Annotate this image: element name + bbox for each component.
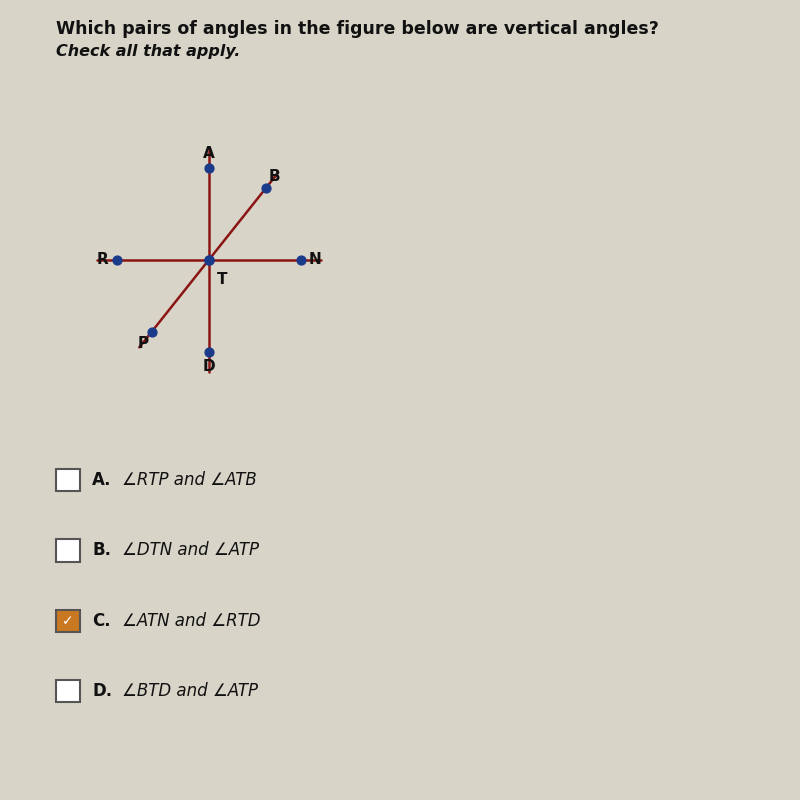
Text: D.: D. <box>92 682 112 700</box>
Point <box>145 326 158 338</box>
Text: Check all that apply.: Check all that apply. <box>56 44 240 59</box>
Text: N: N <box>309 253 321 267</box>
Text: C.: C. <box>92 612 110 630</box>
Text: B.: B. <box>92 542 111 559</box>
Text: Which pairs of angles in the figure below are vertical angles?: Which pairs of angles in the figure belo… <box>56 20 659 38</box>
Text: ∠BTD and ∠ATP: ∠BTD and ∠ATP <box>122 682 258 700</box>
Point <box>202 346 215 358</box>
Point <box>202 254 215 266</box>
Point <box>110 254 123 266</box>
Text: ∠DTN and ∠ATP: ∠DTN and ∠ATP <box>122 542 258 559</box>
Text: A: A <box>203 146 214 162</box>
Text: D: D <box>202 358 215 374</box>
Text: ✓: ✓ <box>62 614 74 628</box>
Text: ∠ATN and ∠RTD: ∠ATN and ∠RTD <box>122 612 260 630</box>
Text: T: T <box>217 272 227 287</box>
Text: A.: A. <box>92 471 111 489</box>
Point <box>259 182 272 194</box>
Text: R: R <box>97 253 109 267</box>
Text: P: P <box>137 335 148 350</box>
Point <box>294 254 307 266</box>
Text: ∠RTP and ∠ATB: ∠RTP and ∠ATB <box>122 471 256 489</box>
Point <box>202 162 215 174</box>
Text: B: B <box>269 170 281 185</box>
